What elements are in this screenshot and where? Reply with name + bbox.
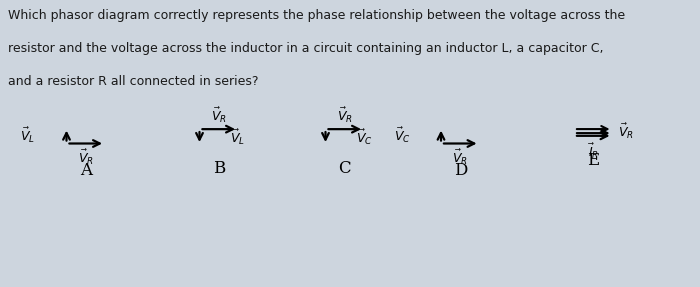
Text: D: D	[454, 162, 467, 179]
Text: $\vec{V}_C$: $\vec{V}_C$	[394, 126, 411, 145]
Text: $\vec{V}_R$: $\vec{V}_R$	[618, 121, 634, 141]
Text: and a resistor R all connected in series?: and a resistor R all connected in series…	[8, 75, 259, 88]
Text: $\vec{V}_R$: $\vec{V}_R$	[452, 148, 468, 167]
Text: $\vec{V}_R$: $\vec{V}_R$	[78, 148, 94, 167]
Text: Which phasor diagram correctly represents the phase relationship between the vol: Which phasor diagram correctly represent…	[8, 9, 626, 22]
Text: $\vec{V}_L$: $\vec{V}_L$	[230, 127, 246, 147]
Text: B: B	[213, 160, 225, 177]
Text: $\vec{V}_L$: $\vec{V}_L$	[20, 126, 36, 145]
Text: $\vec{I}_R$: $\vec{I}_R$	[588, 141, 598, 160]
Text: $\vec{V}_C$: $\vec{V}_C$	[356, 127, 372, 147]
Text: A: A	[80, 162, 92, 179]
Text: E: E	[587, 152, 599, 169]
Text: C: C	[338, 160, 351, 177]
Text: $\vec{V}_R$: $\vec{V}_R$	[211, 105, 227, 125]
Text: resistor and the voltage across the inductor in a circuit containing an inductor: resistor and the voltage across the indu…	[8, 42, 604, 55]
Text: $\vec{V}_R$: $\vec{V}_R$	[337, 105, 353, 125]
